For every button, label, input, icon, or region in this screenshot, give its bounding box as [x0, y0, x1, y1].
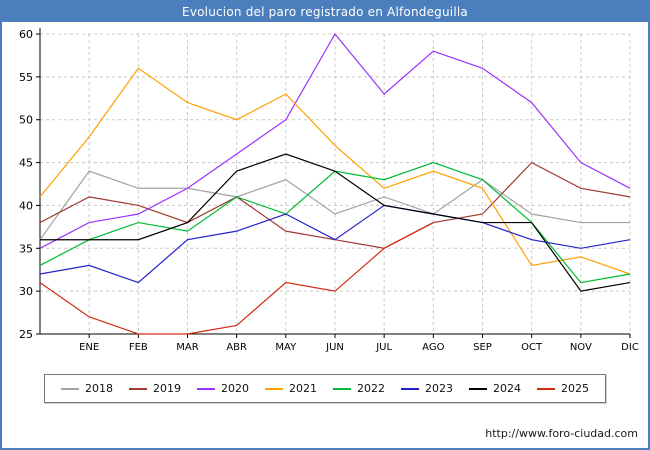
x-tick-label: OCT	[521, 342, 543, 353]
x-tick-label: ABR	[226, 342, 247, 353]
legend-label-2020: 2020	[221, 382, 249, 395]
x-tick-label: NOV	[570, 342, 592, 353]
legend-swatch-2019	[129, 387, 147, 390]
y-tick-label: 40	[19, 199, 33, 212]
x-tick-label: AGO	[422, 342, 444, 353]
x-tick-label: MAR	[176, 342, 198, 353]
legend-swatch-2021	[265, 387, 283, 390]
legend: 2018 2019 2020 2021 2022 2023 2024 2025	[44, 374, 606, 403]
legend-item-2023: 2023	[401, 382, 453, 395]
y-tick-label: 60	[19, 28, 33, 41]
legend-item-2025: 2025	[537, 382, 589, 395]
legend-swatch-2020	[197, 387, 215, 390]
y-tick-label: 25	[19, 328, 33, 341]
x-tick-label: JUN	[325, 342, 344, 353]
series-line-2025	[39, 222, 434, 335]
legend-label-2025: 2025	[561, 382, 589, 395]
legend-swatch-2018	[61, 387, 79, 390]
y-tick-label: 45	[19, 157, 33, 170]
x-tick-label: MAY	[275, 342, 297, 353]
series-line-2023	[39, 204, 631, 284]
legend-swatch-2025	[537, 387, 555, 390]
legend-swatch-2023	[401, 387, 419, 390]
x-tick-label: JUL	[375, 342, 392, 353]
legend-item-2020: 2020	[197, 382, 249, 395]
x-tick-label: SEP	[473, 342, 492, 353]
y-tick-label: 30	[19, 285, 33, 298]
series-line-2020	[39, 32, 631, 249]
x-tick-label: DIC	[621, 342, 639, 353]
y-tick-label: 35	[19, 242, 33, 255]
legend-label-2022: 2022	[357, 382, 385, 395]
series-line-2018	[39, 170, 630, 241]
chart-title: Evolucion del paro registrado en Alfonde…	[2, 2, 648, 22]
x-tick-label: FEB	[129, 342, 148, 353]
y-tick-label: 50	[19, 114, 33, 127]
series-line-2024	[40, 153, 631, 292]
x-tick-label: ENE	[79, 342, 99, 353]
legend-label-2023: 2023	[425, 382, 453, 395]
legend-label-2018: 2018	[85, 382, 113, 395]
legend-item-2022: 2022	[333, 382, 385, 395]
legend-item-2019: 2019	[129, 382, 181, 395]
legend-label-2021: 2021	[289, 382, 317, 395]
y-tick-label: 55	[19, 71, 33, 84]
line-chart: 25 30 35 40 45 50 55 60 ENE FEB MAR ABR MAY JUN JUL AGO…	[19, 28, 639, 353]
legend-swatch-2022	[333, 387, 351, 390]
legend-swatch-2024	[469, 387, 487, 390]
legend-item-2024: 2024	[469, 382, 521, 395]
legend-item-2018: 2018	[61, 382, 113, 395]
legend-label-2024: 2024	[493, 382, 521, 395]
site-url-link[interactable]: http://www.foro-ciudad.com	[485, 427, 638, 440]
legend-label-2019: 2019	[153, 382, 181, 395]
legend-item-2021: 2021	[265, 382, 317, 395]
series-line-2021	[39, 67, 631, 275]
